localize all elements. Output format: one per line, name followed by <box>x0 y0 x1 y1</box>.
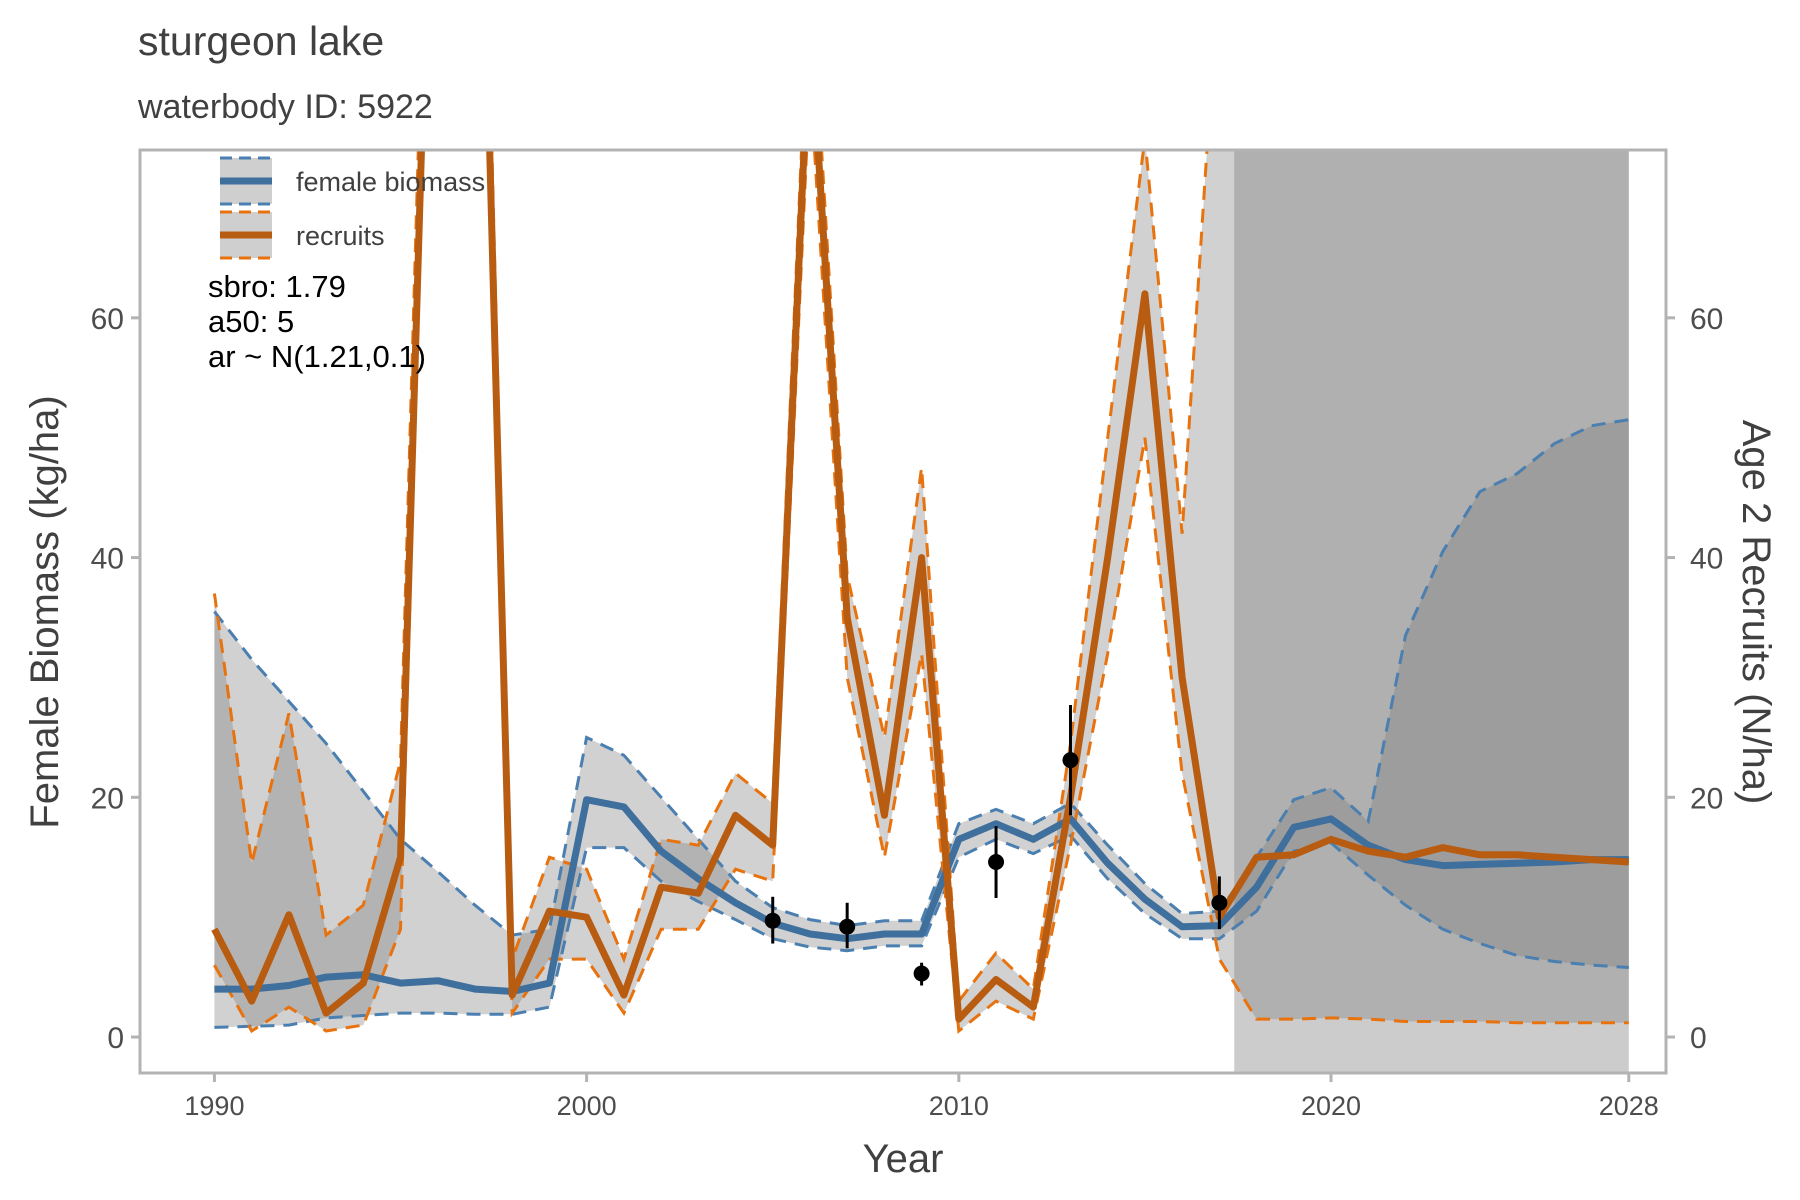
observations <box>764 704 1228 986</box>
x-axis-title: Year <box>863 1137 944 1181</box>
x-tick-label: 2000 <box>557 1091 617 1121</box>
legend-item-recruits: recruits <box>220 210 385 260</box>
chart-title: sturgeon lake <box>138 18 384 64</box>
y2-tick-label: 40 <box>1690 543 1723 576</box>
female-biomass-lower-bound <box>214 833 1629 1029</box>
annotation-ar: ar ~ N(1.21,0.1) <box>208 339 426 374</box>
plot-frame <box>138 148 1668 1075</box>
y-axis-title: Female Biomass (kg/ha) <box>23 395 67 828</box>
y-tick-label: 0 <box>107 1022 124 1055</box>
annotation-a50: a50: 5 <box>208 304 294 339</box>
observation-point <box>1062 752 1079 769</box>
y-tick-label: 40 <box>91 543 124 576</box>
y2-tick-label: 20 <box>1690 782 1723 815</box>
y-tick-label: 60 <box>91 303 124 336</box>
model-annotations: sbro: 1.79 a50: 5 ar ~ N(1.21,0.1) <box>208 269 426 374</box>
y2-tick-label: 0 <box>1690 1022 1707 1055</box>
legend-label-female-biomass: female biomass <box>296 167 485 197</box>
y2-axis-title: Age 2 Recruits (N/ha) <box>1734 420 1778 805</box>
legend-label-recruits: recruits <box>296 221 385 251</box>
observation-point <box>913 965 930 982</box>
plot-area <box>211 150 1630 1073</box>
observation-point <box>839 918 856 935</box>
observation-point <box>1211 894 1228 911</box>
x-tick-label: 2028 <box>1599 1091 1659 1121</box>
annotation-sbro: sbro: 1.79 <box>208 269 346 304</box>
legend-item-female-biomass: female biomass <box>220 156 485 206</box>
observation-point <box>764 912 781 929</box>
projection-shading <box>1234 150 1629 1073</box>
recruits-line <box>211 150 1630 1023</box>
legend: female biomass recruits <box>220 156 485 260</box>
x-tick-label: 1990 <box>184 1091 244 1121</box>
x-tick-label: 2020 <box>1301 1091 1361 1121</box>
axis-ticks: 1990 2000 2010 2020 2028 0 20 40 60 0 20 40 60 <box>91 303 1724 1121</box>
observation-point <box>988 854 1005 871</box>
x-tick-label: 2010 <box>929 1091 989 1121</box>
chart-subtitle: waterbody ID: 5922 <box>137 88 433 126</box>
female-biomass-upper-bound <box>213 418 1630 937</box>
y-tick-label: 20 <box>91 782 124 815</box>
y2-tick-label: 60 <box>1690 303 1723 336</box>
